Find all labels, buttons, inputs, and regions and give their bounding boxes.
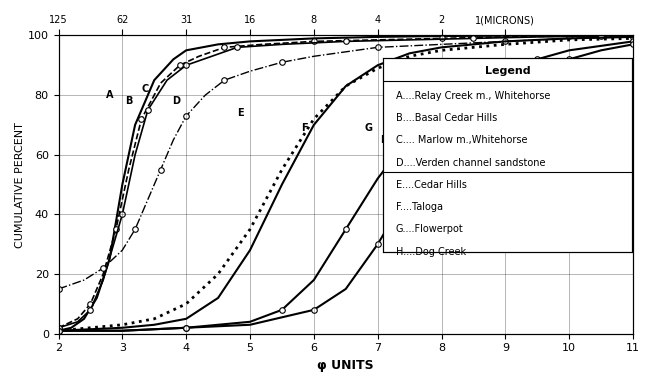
- Text: E....Cedar Hills: E....Cedar Hills: [396, 180, 466, 190]
- Text: C: C: [141, 84, 148, 94]
- Text: A: A: [106, 90, 113, 100]
- Text: D....Verden channel sandstone: D....Verden channel sandstone: [396, 158, 545, 168]
- Text: B....Basal Cedar Hills: B....Basal Cedar Hills: [396, 113, 497, 123]
- Text: Legend: Legend: [485, 66, 531, 76]
- Text: A....Relay Creek m., Whitehorse: A....Relay Creek m., Whitehorse: [396, 91, 550, 101]
- Text: G....Flowerpot: G....Flowerpot: [396, 224, 463, 235]
- Text: F....Taloga: F....Taloga: [396, 202, 443, 212]
- X-axis label: φ UNITS: φ UNITS: [318, 359, 374, 372]
- Text: F: F: [301, 123, 308, 133]
- Text: D: D: [172, 96, 181, 106]
- Text: H....Dog Creek: H....Dog Creek: [396, 247, 466, 257]
- Y-axis label: CUMULATIVE PERCENT: CUMULATIVE PERCENT: [15, 122, 25, 248]
- Text: H: H: [380, 135, 388, 145]
- Text: G: G: [364, 123, 372, 133]
- Text: E: E: [237, 108, 244, 118]
- Text: C.... Marlow m.,Whitehorse: C.... Marlow m.,Whitehorse: [396, 135, 527, 146]
- Text: B: B: [125, 96, 132, 106]
